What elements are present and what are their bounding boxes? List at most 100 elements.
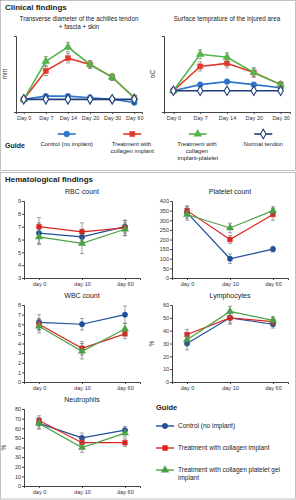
x-tick-label: Day 60 [126,115,143,121]
series-layer [35,306,128,359]
y-tick-mark [22,382,24,383]
chart: WBC countday 0day 10day 60012345678 [18,292,141,391]
y-axis: 0102030405060 [163,302,173,385]
x-tick-mark [187,278,188,280]
y-axis-line [22,410,25,487]
figure-svg: Clinical findingsHematological findingsT… [0,0,296,500]
chart: Surface temprature of the injured areaDa… [149,15,291,121]
series-layer [35,416,128,453]
x-tick-mark [68,112,69,114]
y-tick-label: 9 [18,198,21,204]
y-tick: 0 [166,275,172,281]
series [20,42,138,101]
y-tick-mark [170,230,172,231]
y-tick-label: 200 [160,237,169,243]
chart-title: Lymphocytes [210,292,251,300]
legend-label: Control (no implant) [40,141,93,147]
x-axis: day 0day 10day 60 [25,278,141,287]
legend: GuideControl (no implant)Treatment with … [156,403,282,482]
series-line [24,96,135,102]
x-tick: day 0 [33,486,46,495]
x-tick-mark [39,486,40,488]
y-tick: 6 [18,237,24,243]
x-tick: day 10 [74,382,91,391]
series-layer [20,42,138,105]
plot-area: day 0day 10day 603456789 [18,198,141,287]
y-tick: 3 [18,275,24,281]
y-tick-label: 0 [18,379,21,385]
y-tick-label: 8 [18,211,21,217]
legend-title: Guide [156,403,177,412]
chart: Transverse diameter of the achilles tend… [1,15,143,121]
y-tick-mark [22,409,24,410]
x-tick-label: Day 14 [60,115,77,121]
y-tick-label: 3 [18,275,21,281]
series [183,207,276,233]
data-point [121,325,128,331]
text-line: Treatment with [177,141,218,147]
data-point [269,316,276,322]
data-point [171,86,176,95]
y-tick-mark [22,363,24,364]
plot-area: day 0day 10day 6005010015020025030035040… [160,198,289,287]
data-point [183,336,190,342]
y-tick-label: 60 [163,302,169,308]
x-tick: Day 60 [126,112,143,121]
x-tick-label: Day 20 [82,115,99,121]
x-axis-line [25,383,141,385]
y-tick-mark [170,356,172,357]
plot-area: Day 0Day 7Day 14Day 20Day 30Day 60 [14,37,143,122]
y-tick: 6 [18,322,24,328]
error-bar [198,62,202,71]
x-tick: Day 30 [104,112,121,121]
chart-title: RBC count [65,188,99,195]
x-axis-line [173,383,289,385]
x-axis: day 0day 10day 60 [173,382,289,391]
data-point [78,443,85,449]
data-point [78,347,85,353]
series-line [24,47,135,99]
y-axis: 050100150200250300350400 [160,198,173,281]
y-axis [14,37,17,113]
series-layer [170,50,285,96]
y-tick: 70 [15,416,24,422]
x-tick: Day 7 [194,112,208,121]
x-tick: day 60 [117,382,134,391]
y-tick-label: 50 [163,315,169,321]
chart-title: WBC count [64,292,99,299]
data-point [37,224,42,229]
x-tick-label: day 0 [181,385,194,391]
plot-area: day 0day 10day 60012345678 [18,302,141,391]
y-tick-label: 5 [18,250,21,256]
y-axis-line [170,202,173,279]
section-header: Clinical findings [5,3,67,12]
x-tick-mark [230,382,231,384]
x-tick-label: Day 14 [219,115,236,121]
series [171,86,284,95]
plot-area: day 0day 10day 600102030405060 [163,302,289,391]
data-point [197,86,202,95]
y-tick-label: 250 [160,227,169,233]
data-point [227,256,232,261]
error-bar [228,254,232,264]
y-tick: 20 [15,464,24,470]
y-tick: 4 [18,341,24,347]
legend-title: Guide [5,142,25,149]
y-tick-mark [22,315,24,316]
x-tick-label: Day 7 [194,115,208,121]
y-tick-mark [170,382,172,383]
error-bar [44,66,48,75]
series [37,318,128,355]
data-point [35,419,42,425]
x-tick-mark [230,278,231,280]
y-axis: 012345678 [18,302,25,385]
x-tick: day 60 [117,486,134,495]
y-tick-label: 0 [166,379,169,385]
y-tick-mark [22,448,24,449]
section-frame [1,1,296,171]
y-tick-label: 4 [18,262,21,268]
y-axis-title: oC [149,70,156,79]
y-tick: 30 [163,341,172,347]
y-tick: 10 [163,366,172,372]
chart-title: Platelet count [209,188,251,195]
